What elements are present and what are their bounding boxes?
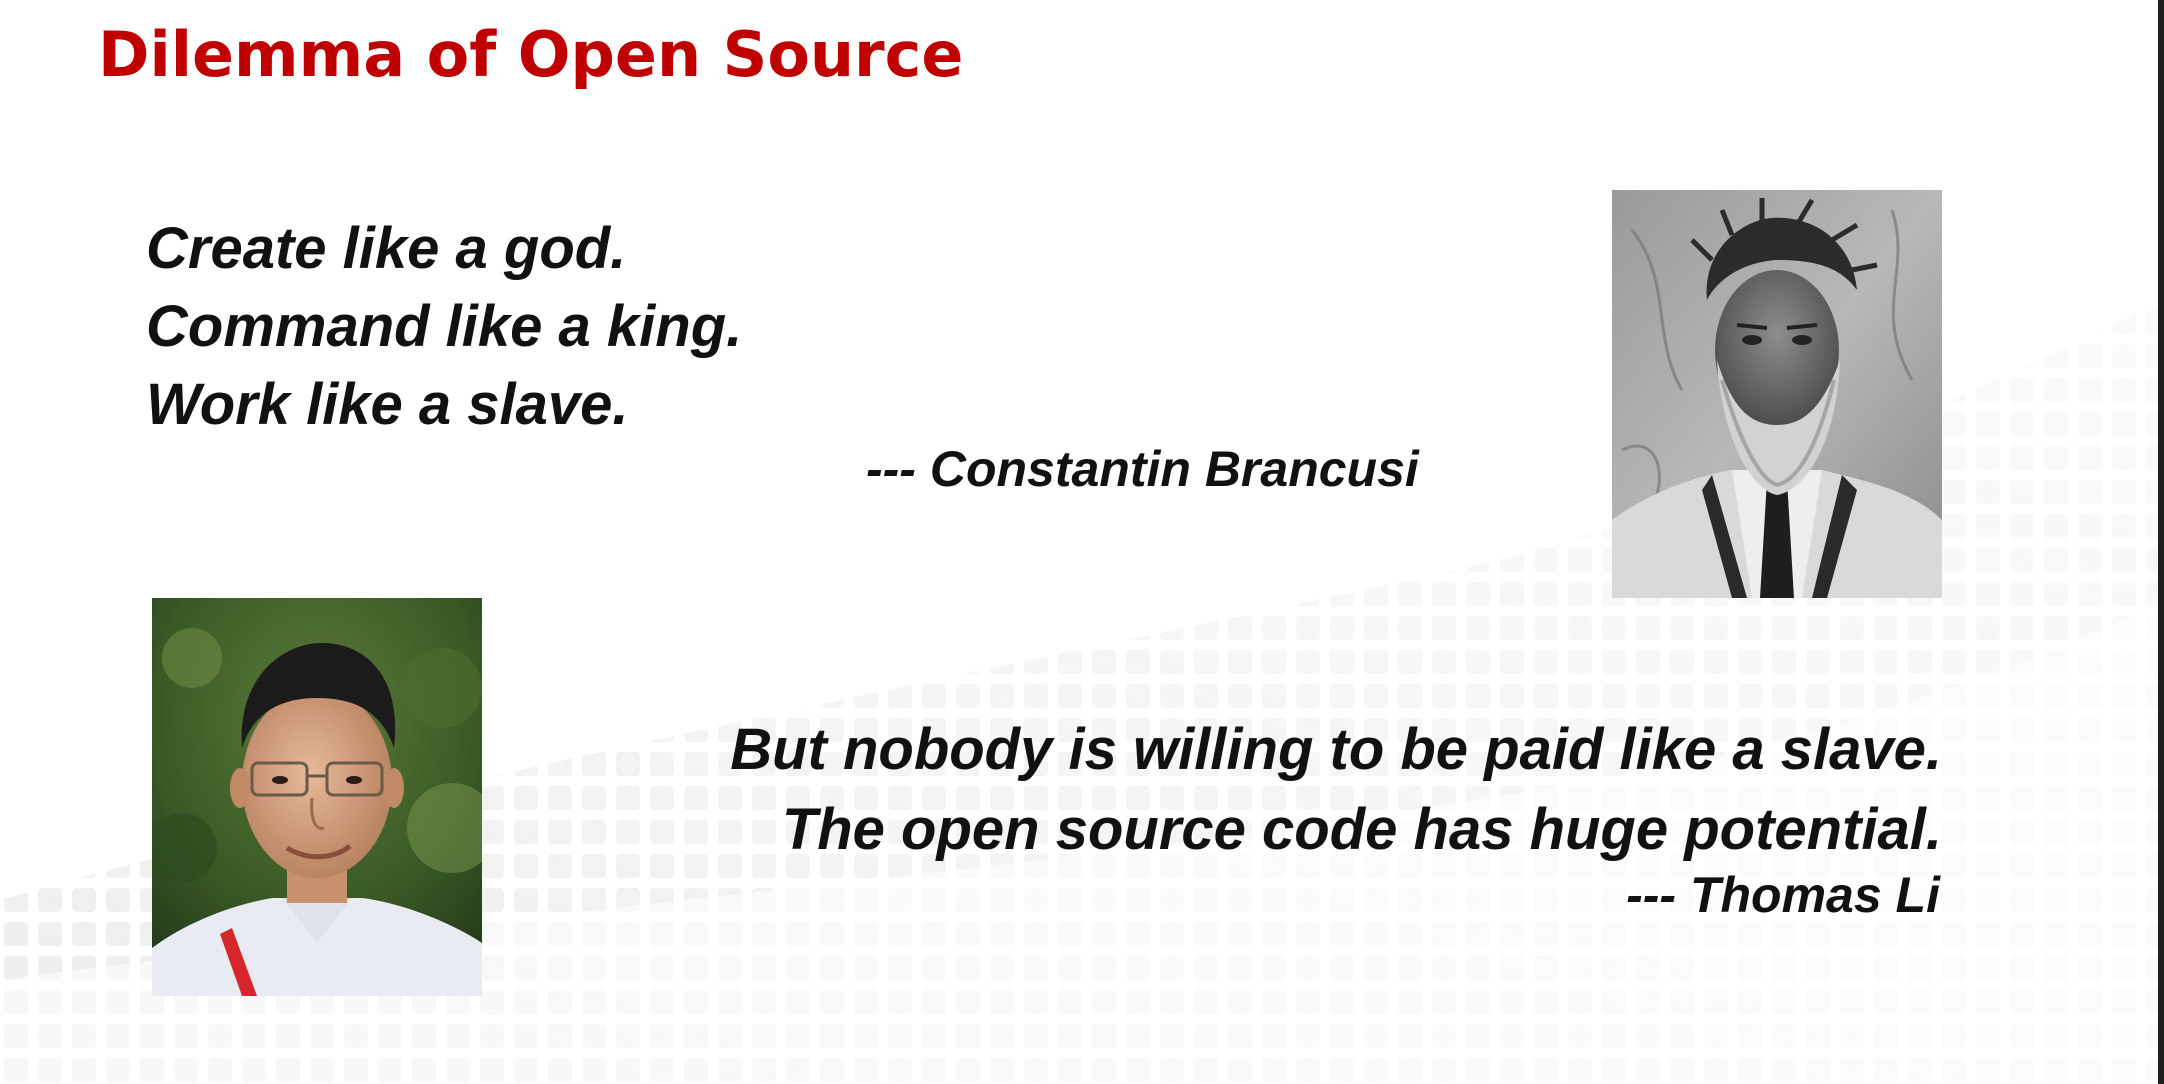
quote-line: Command like a king. xyxy=(146,294,743,359)
quote-line: Create like a god. xyxy=(146,216,627,281)
slide-title: Dilemma of Open Source xyxy=(98,18,964,91)
brancusi-attribution: --- Constantin Brancusi xyxy=(866,441,1419,497)
quote-line: Work like a slave. xyxy=(146,372,629,437)
thomas-li-quote: But nobody is willing to be paid like a … xyxy=(730,710,1942,870)
window-edge xyxy=(2158,0,2164,1084)
quote-line: The open source code has huge potential. xyxy=(781,797,1942,862)
thomas-li-portrait-photo xyxy=(152,598,482,996)
thomas-li-attribution: --- Thomas Li xyxy=(1626,867,1940,923)
brancusi-portrait-photo xyxy=(1612,190,1942,598)
brancusi-quote: Create like a god. Command like a king. … xyxy=(146,210,742,444)
quote-line: But nobody is willing to be paid like a … xyxy=(730,717,1942,782)
